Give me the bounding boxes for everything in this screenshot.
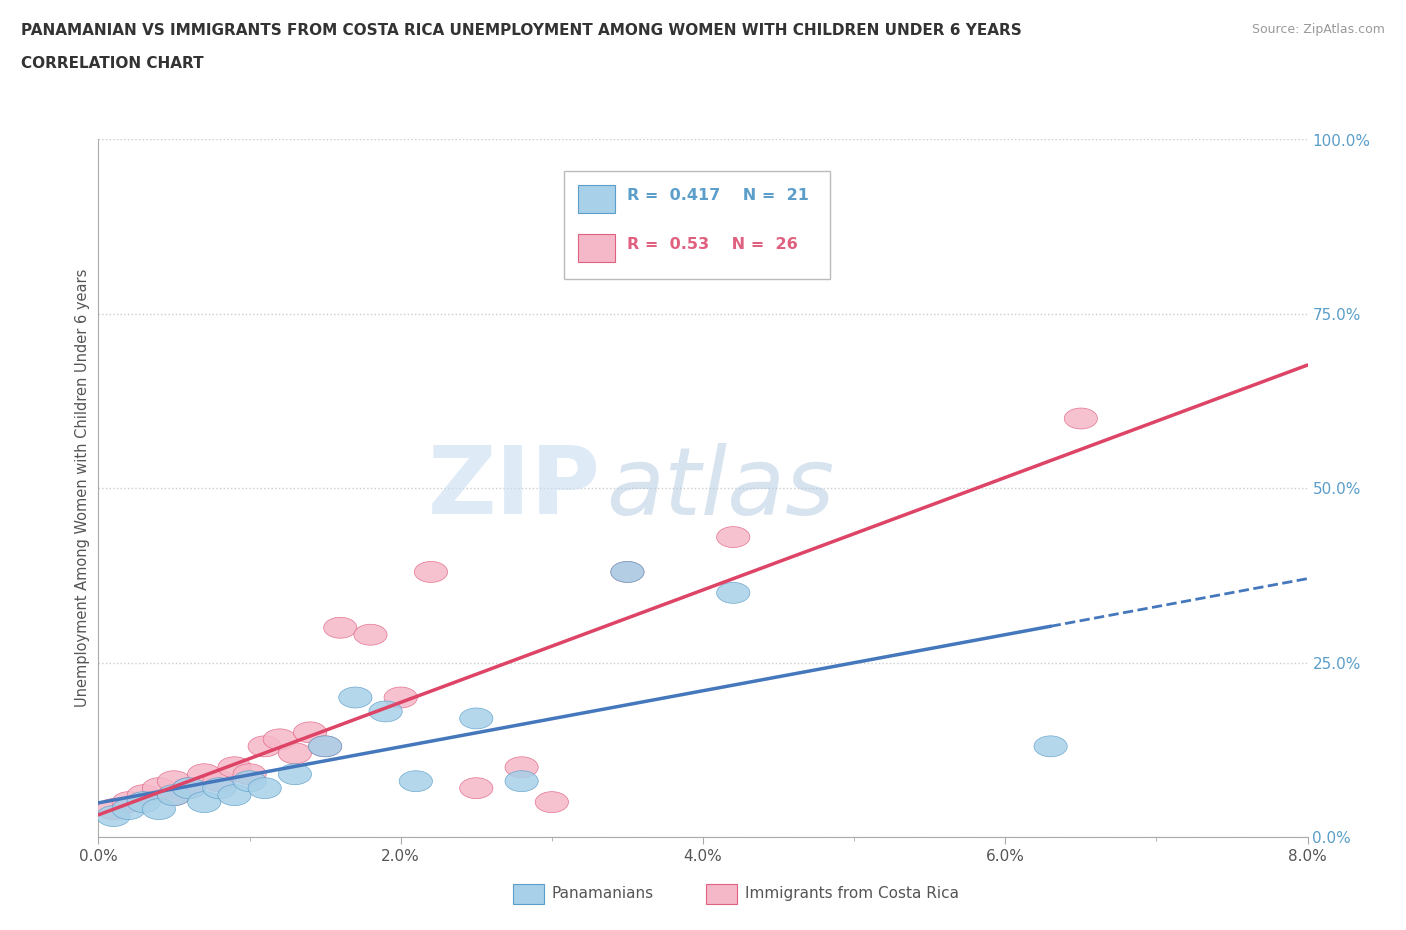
Ellipse shape: [187, 791, 221, 813]
Ellipse shape: [308, 736, 342, 757]
Ellipse shape: [263, 729, 297, 750]
FancyBboxPatch shape: [578, 185, 614, 213]
Ellipse shape: [384, 687, 418, 708]
Ellipse shape: [233, 764, 266, 785]
Ellipse shape: [127, 785, 160, 805]
Ellipse shape: [218, 757, 252, 777]
FancyBboxPatch shape: [578, 233, 614, 261]
Ellipse shape: [1033, 736, 1067, 757]
Ellipse shape: [278, 743, 312, 764]
Ellipse shape: [247, 736, 281, 757]
Ellipse shape: [717, 526, 749, 548]
Ellipse shape: [202, 777, 236, 799]
Text: ZIP: ZIP: [427, 443, 600, 534]
Ellipse shape: [127, 791, 160, 813]
Ellipse shape: [368, 701, 402, 722]
Text: Source: ZipAtlas.com: Source: ZipAtlas.com: [1251, 23, 1385, 36]
Ellipse shape: [399, 771, 433, 791]
Ellipse shape: [1064, 408, 1098, 429]
Ellipse shape: [202, 771, 236, 791]
Ellipse shape: [610, 562, 644, 582]
Ellipse shape: [218, 785, 252, 805]
Ellipse shape: [278, 764, 312, 785]
Ellipse shape: [717, 582, 749, 604]
Ellipse shape: [187, 764, 221, 785]
Text: PANAMANIAN VS IMMIGRANTS FROM COSTA RICA UNEMPLOYMENT AMONG WOMEN WITH CHILDREN : PANAMANIAN VS IMMIGRANTS FROM COSTA RICA…: [21, 23, 1022, 38]
Ellipse shape: [308, 736, 342, 757]
Ellipse shape: [415, 562, 447, 582]
Ellipse shape: [323, 618, 357, 638]
Y-axis label: Unemployment Among Women with Children Under 6 years: Unemployment Among Women with Children U…: [75, 269, 90, 708]
Ellipse shape: [142, 777, 176, 799]
Ellipse shape: [460, 708, 494, 729]
Ellipse shape: [157, 771, 191, 791]
Ellipse shape: [173, 777, 205, 799]
Ellipse shape: [460, 777, 494, 799]
Text: Immigrants from Costa Rica: Immigrants from Costa Rica: [745, 886, 959, 901]
Text: R =  0.53    N =  26: R = 0.53 N = 26: [627, 236, 797, 252]
Ellipse shape: [157, 785, 191, 805]
Ellipse shape: [505, 771, 538, 791]
FancyBboxPatch shape: [564, 171, 830, 279]
Ellipse shape: [97, 799, 131, 819]
Ellipse shape: [112, 799, 145, 819]
Ellipse shape: [233, 771, 266, 791]
Ellipse shape: [536, 791, 568, 813]
Ellipse shape: [247, 777, 281, 799]
Ellipse shape: [505, 757, 538, 777]
Text: atlas: atlas: [606, 443, 835, 534]
Text: CORRELATION CHART: CORRELATION CHART: [21, 56, 204, 71]
Text: R =  0.417    N =  21: R = 0.417 N = 21: [627, 188, 808, 203]
Text: Panamanians: Panamanians: [551, 886, 654, 901]
Ellipse shape: [173, 777, 205, 799]
Ellipse shape: [354, 624, 387, 645]
Ellipse shape: [157, 785, 191, 805]
Ellipse shape: [339, 687, 373, 708]
Ellipse shape: [294, 722, 326, 743]
Ellipse shape: [97, 805, 131, 827]
Ellipse shape: [142, 799, 176, 819]
Ellipse shape: [112, 791, 145, 813]
Ellipse shape: [610, 562, 644, 582]
